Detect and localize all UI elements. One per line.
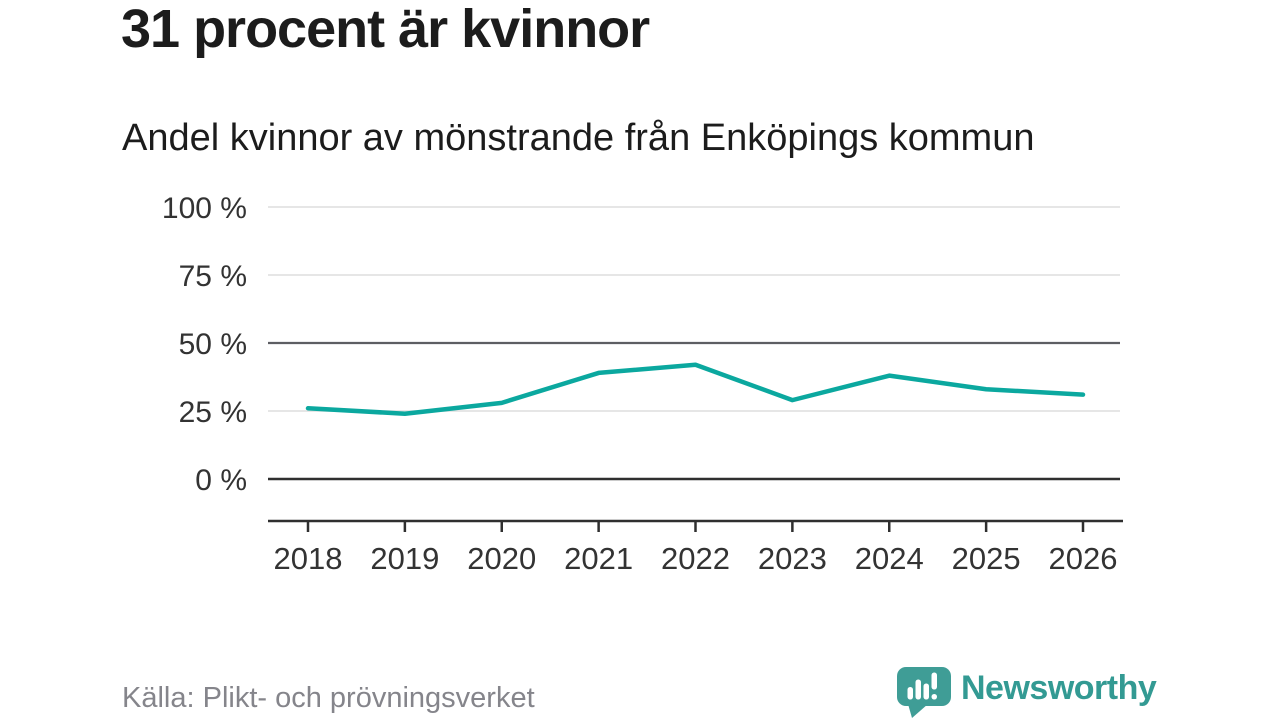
- y-tick-label: 0 %: [195, 464, 247, 497]
- y-tick-label: 25 %: [179, 396, 247, 429]
- x-tick-label: 2018: [274, 541, 343, 576]
- brand-name: Newsworthy: [961, 669, 1157, 707]
- x-tick-label: 2025: [952, 541, 1021, 576]
- x-tick-label: 2021: [564, 541, 633, 576]
- chart-subtitle: Andel kvinnor av mönstrande från Enköpin…: [122, 117, 1035, 159]
- x-tick-label: 2022: [661, 541, 730, 576]
- y-tick-label: 50 %: [179, 328, 247, 361]
- x-tick-label: 2020: [467, 541, 536, 576]
- y-tick-label: 100 %: [162, 192, 247, 225]
- data-line: [305, 362, 1086, 416]
- page-title: 31 procent är kvinnor: [121, 0, 650, 59]
- x-tick-label: 2019: [370, 541, 439, 576]
- source-note: Källa: Plikt- och prövningsverket: [122, 682, 535, 714]
- x-tick-label: 2023: [758, 541, 827, 576]
- y-tick-label: 75 %: [179, 260, 247, 293]
- x-tick-label: 2024: [855, 541, 924, 576]
- x-tick-label: 2026: [1049, 541, 1118, 576]
- newsworthy-logo-icon: [897, 667, 951, 718]
